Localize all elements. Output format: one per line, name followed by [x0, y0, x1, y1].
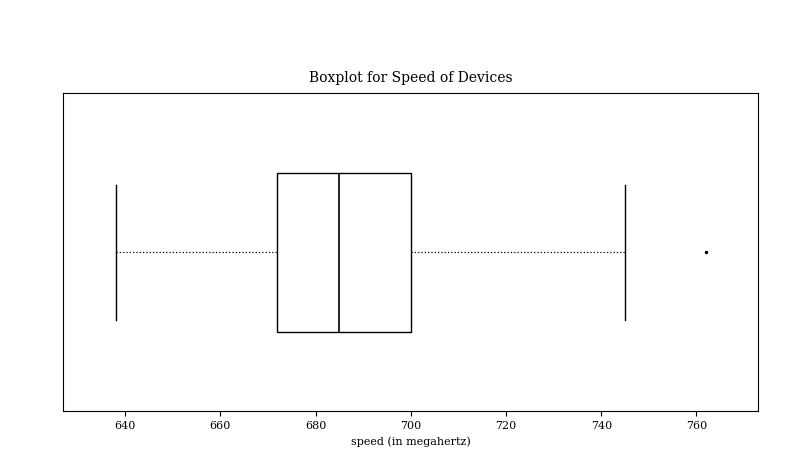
X-axis label: speed (in megahertz): speed (in megahertz)	[351, 436, 471, 447]
FancyBboxPatch shape	[277, 173, 411, 332]
Title: Boxplot for Speed of Devices: Boxplot for Speed of Devices	[309, 71, 513, 85]
